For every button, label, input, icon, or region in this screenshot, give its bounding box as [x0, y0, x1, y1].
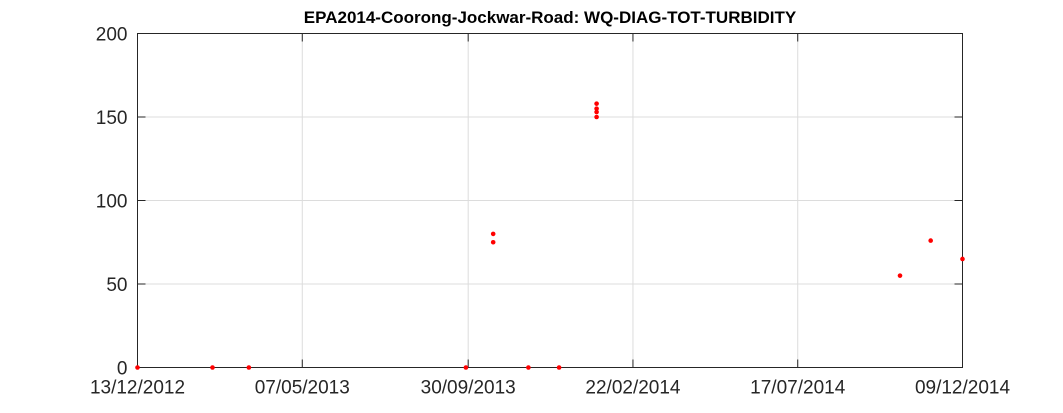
- y-tick-label: 100: [96, 192, 128, 213]
- grid: [137, 33, 963, 368]
- data-point: [246, 365, 252, 370]
- data-point: [594, 106, 599, 111]
- data-point: [928, 238, 933, 243]
- y-tick-label: 200: [96, 25, 128, 46]
- data-points: [135, 101, 965, 370]
- x-tick-label: 17/07/2014: [750, 378, 846, 399]
- data-point: [526, 365, 531, 370]
- data-point: [594, 109, 599, 115]
- x-tick-label: 30/09/2013: [421, 378, 516, 399]
- y-tick-label: 0: [117, 359, 128, 380]
- data-point: [490, 231, 496, 237]
- data-point: [210, 365, 215, 370]
- data-point: [135, 365, 140, 370]
- data-point: [556, 365, 562, 370]
- data-point: [463, 365, 469, 370]
- data-point: [594, 114, 599, 120]
- y-tick-label: 50: [106, 275, 127, 296]
- data-point: [594, 101, 599, 106]
- tick-labels: 13/12/2012 07/05/2013 30/09/2013 22/02/2014…: [90, 25, 1011, 399]
- x-tick-label: 07/05/2013: [255, 378, 350, 399]
- data-point: [897, 273, 903, 278]
- data-point: [490, 239, 496, 245]
- chart-title: EPA2014-Coorong-Jockwar-Road: WQ-DIAG-TO…: [304, 8, 797, 27]
- data-point: [960, 256, 965, 262]
- x-tick-label: 13/12/2012: [90, 378, 185, 399]
- y-tick-label: 150: [96, 108, 128, 129]
- x-tick-label: 09/12/2014: [915, 378, 1011, 399]
- x-tick-label: 22/02/2014: [585, 378, 681, 399]
